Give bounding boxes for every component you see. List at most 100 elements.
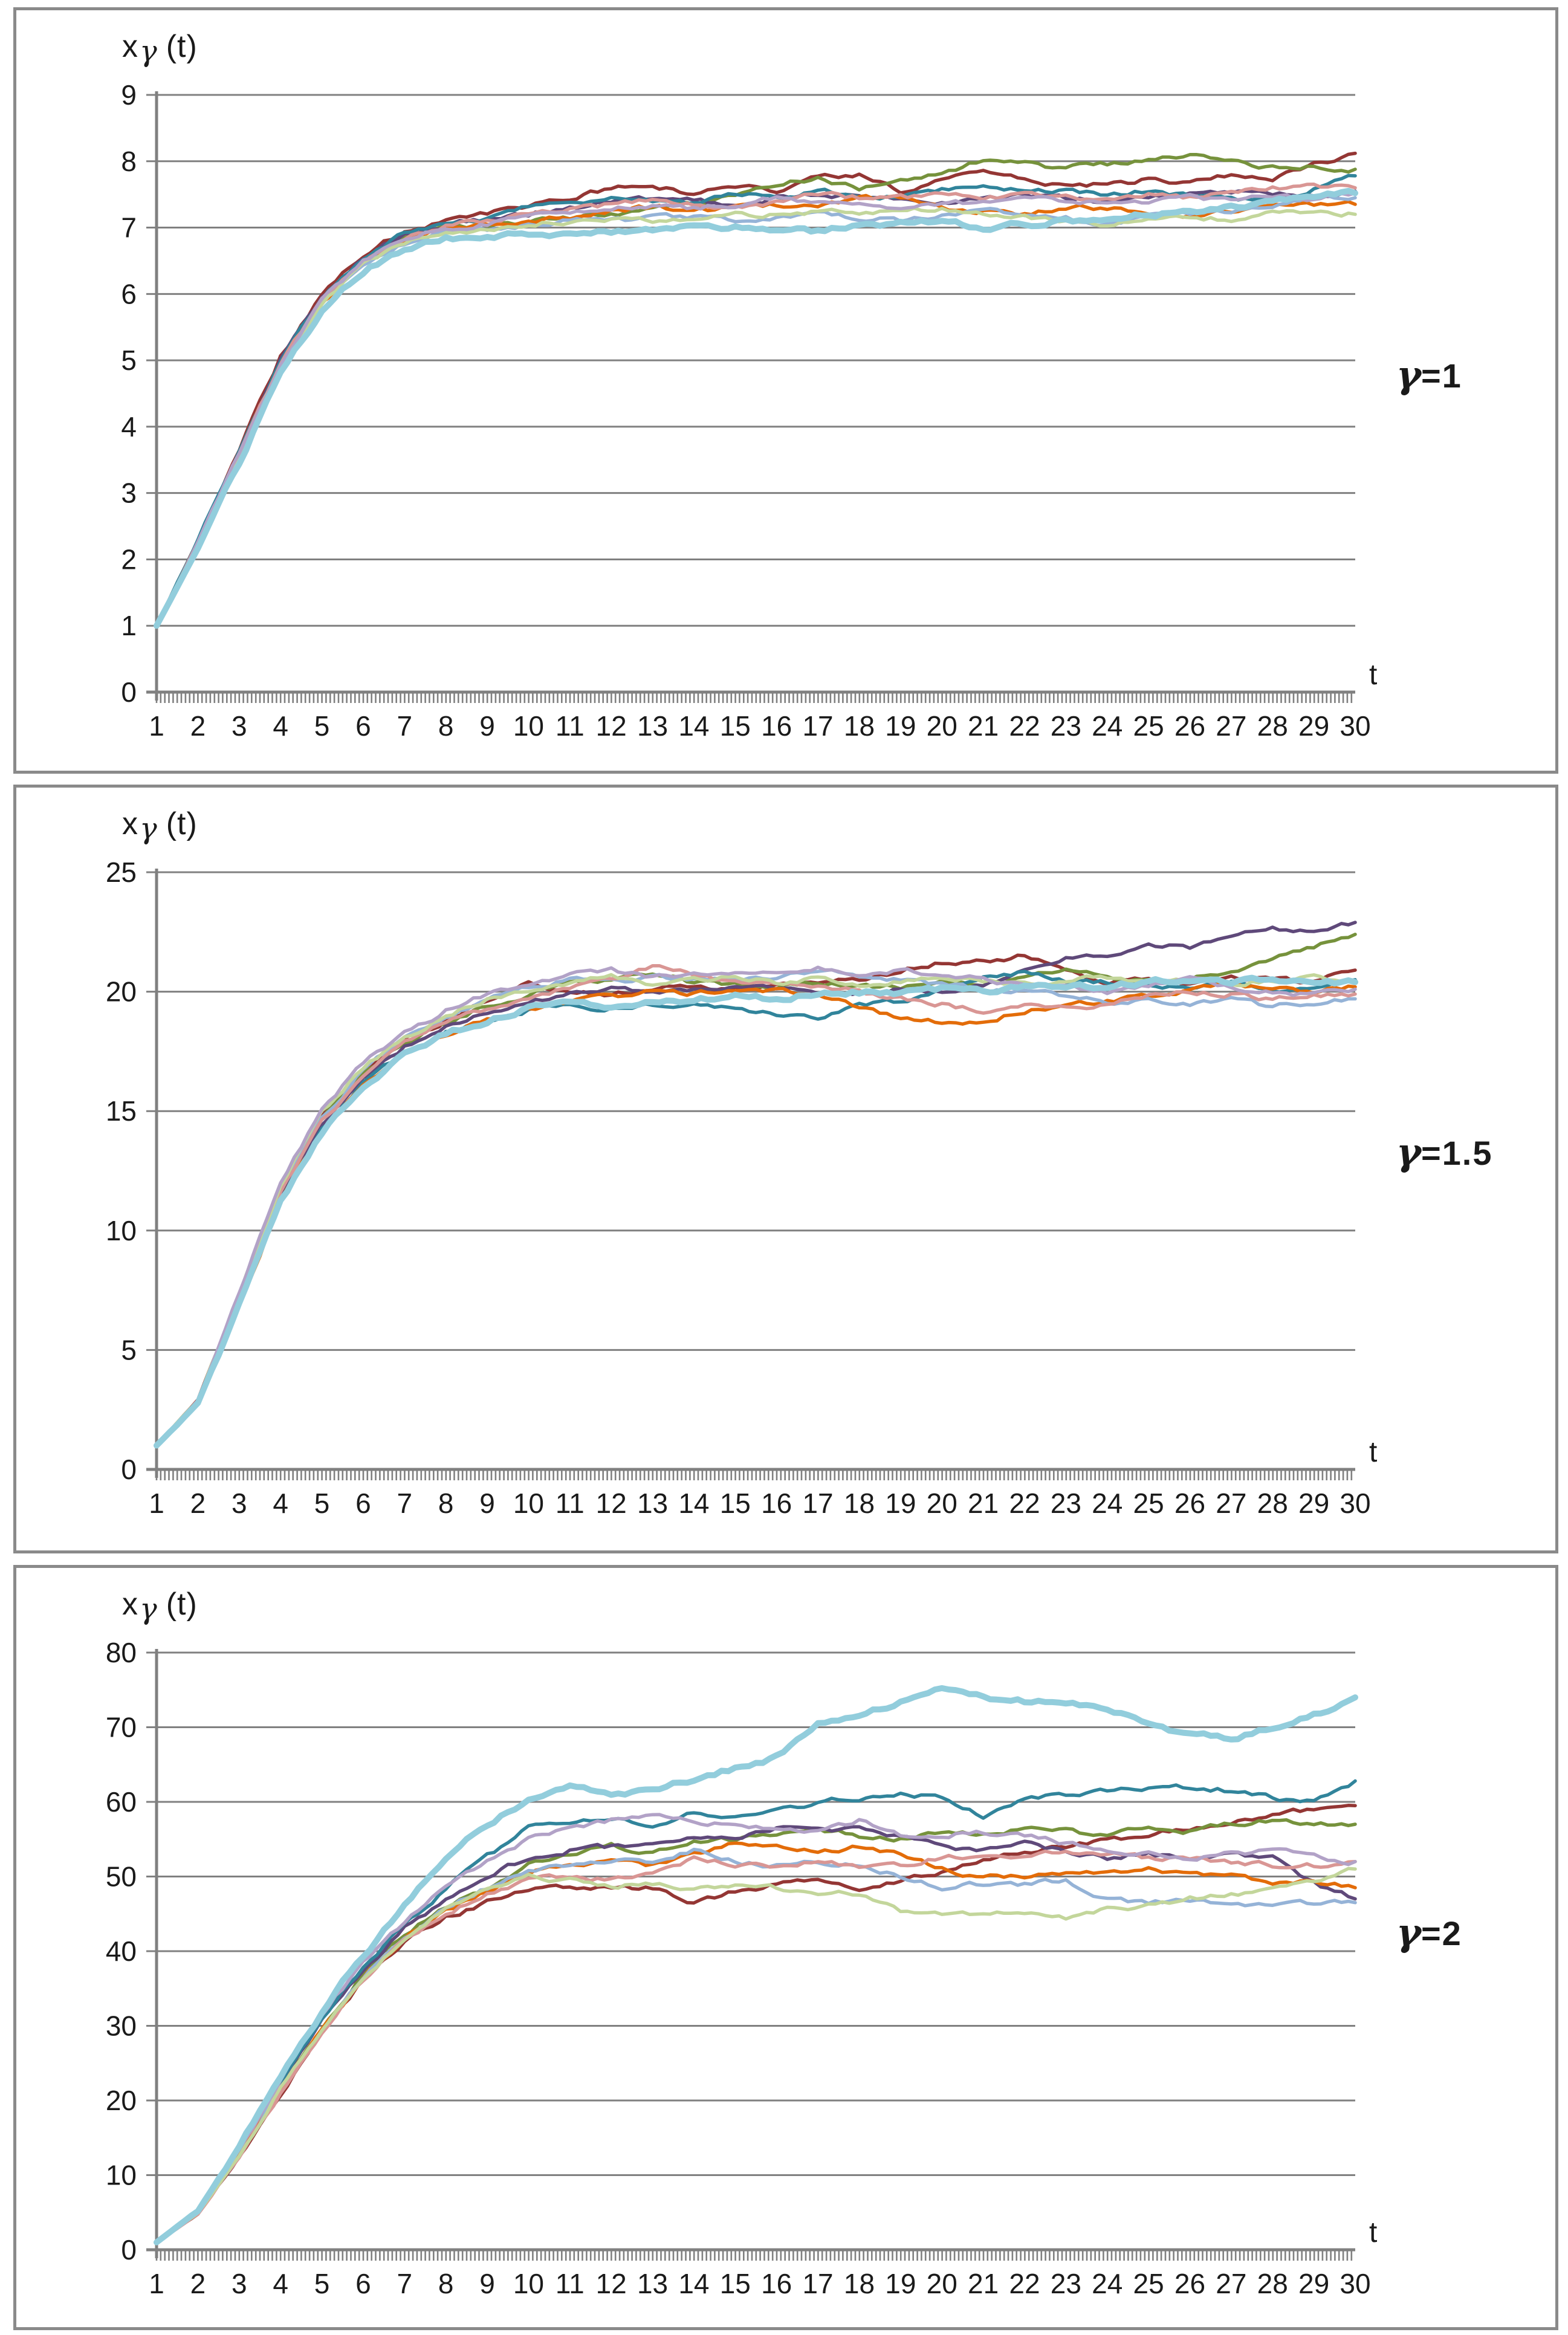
y-tick-label-25: 25 [106,857,137,888]
y-tick-label-10: 10 [106,1215,137,1246]
series-light-green [155,206,1357,627]
x-tick-label-27: 27 [1216,710,1246,742]
series-lavender [155,965,1357,1448]
y-axis-title-x: x [122,1587,138,1622]
x-tick-label-15: 15 [720,710,751,742]
x-tick-label-29: 29 [1298,710,1329,742]
gamma-symbol: γ [1396,352,1421,397]
x-tick-label-4: 4 [273,2268,288,2299]
series-lavender [155,1813,1357,2244]
series-light-blue-thick [154,187,1358,629]
x-tick-label-12: 12 [596,710,627,742]
x-tick-label-28: 28 [1257,710,1288,742]
y-tick-label-0: 0 [121,676,137,708]
x-tick-label-13: 13 [637,710,668,742]
y-tick-label-0: 0 [121,2234,137,2265]
series-light-green [155,1867,1357,2244]
x-tick-label-14: 14 [678,2268,709,2299]
x-tick-label-16: 16 [761,1488,792,1519]
x-tick-label-8: 8 [438,2268,454,2299]
x-tick-label-11: 11 [556,710,585,742]
x-tick-label-27: 27 [1216,1488,1246,1519]
x-tick-label-27: 27 [1216,2268,1246,2299]
x-tick-label-10: 10 [513,1488,544,1519]
x-axis-minor-ticks [155,693,1353,703]
series-light-blue-thick [154,974,1358,1449]
x-tick-label-6: 6 [355,2268,371,2299]
x-tick-label-6: 6 [355,710,371,742]
x-tick-label-30: 30 [1340,710,1370,742]
gamma-symbol: γ [1396,1130,1421,1174]
x-tick-label-21: 21 [968,2268,999,2299]
x-tick-label-8: 8 [438,710,454,742]
x-tick-label-20: 20 [927,1488,957,1519]
series-teal [155,173,1357,627]
x-tick-label-15: 15 [720,1488,751,1519]
x-tick-label-24: 24 [1092,1488,1123,1519]
y-axis-title: xγ (t) [122,806,198,846]
x-tick-label-11: 11 [556,1488,585,1519]
x-tick-label-8: 8 [438,1488,454,1519]
y-axis-title-arg: (t) [166,806,198,841]
x-tick-label-26: 26 [1174,710,1205,742]
y-tick-label-40: 40 [106,1935,137,1967]
y-tick-label-60: 60 [106,1786,137,1818]
panel-gamma-1: 0 1 2 3 4 5 6 7 8 9 1 2 3 4 5 6 7 8 9 10 11 12 13 14 15 16 17 18 19 2… [13,7,1558,774]
x-tick-label-4: 4 [273,1488,288,1519]
x-tick-label-2: 2 [190,1488,206,1519]
y-tick-label-80: 80 [106,1637,137,1668]
series-orange [155,980,1357,1448]
x-tick-label-5: 5 [314,1488,330,1519]
x-tick-label-9: 9 [479,710,495,742]
x-tick-label-18: 18 [844,710,875,742]
y-axis-title-arg: (t) [166,29,198,64]
y-tick-label-3: 3 [121,478,137,509]
x-tick-label-16: 16 [761,710,792,742]
y-tick-label-50: 50 [106,1861,137,1893]
series-olive-green [155,153,1357,627]
x-tick-label-21: 21 [968,1488,999,1519]
y-tick-label-1: 1 [121,610,137,641]
x-tick-label-25: 25 [1133,2268,1164,2299]
x-tick-label-17: 17 [802,2268,833,2299]
x-tick-label-26: 26 [1174,1488,1205,1519]
x-tick-label-29: 29 [1298,2268,1329,2299]
series-lavender [155,191,1357,627]
panel-gamma-2: 0 10 20 30 40 50 60 70 80 1 2 3 4 5 6 7 8 9 10 11 12 13 14 15 16… [13,1565,1558,2330]
gamma-value: =1.5 [1421,1134,1493,1172]
x-tick-label-1: 1 [149,710,164,742]
series-dark-purple [155,921,1357,1448]
x-tick-label-9: 9 [479,1488,495,1519]
gamma-annotation: γ=1 [1396,352,1462,397]
x-tick-label-25: 25 [1133,710,1164,742]
x-tick-label-24: 24 [1092,2268,1123,2299]
y-tick-label-0: 0 [121,1454,137,1485]
series-periwinkle-blue [155,193,1357,627]
x-axis-minor-ticks [155,1471,1353,1480]
x-tick-label-1: 1 [149,2268,164,2299]
x-tick-label-25: 25 [1133,1488,1164,1519]
x-tick-label-20: 20 [927,2268,957,2299]
x-tick-label-3: 3 [232,2268,247,2299]
y-tick-label-20: 20 [106,976,137,1008]
series-dark-red [155,953,1357,1448]
x-tick-label-18: 18 [844,2268,875,2299]
y-tick-label-70: 70 [106,1712,137,1743]
x-tick-label-30: 30 [1340,1488,1370,1519]
x-axis-label: t [1369,1436,1378,1468]
x-tick-label-12: 12 [596,1488,627,1519]
series-dark-purple [155,189,1357,627]
y-axis-title-x: x [122,806,138,841]
x-tick-label-30: 30 [1340,2268,1370,2299]
x-tick-label-19: 19 [885,710,916,742]
x-tick-label-13: 13 [637,1488,668,1519]
x-tick-label-13: 13 [637,2268,668,2299]
gamma-value: =1 [1421,357,1462,395]
y-tick-label-7: 7 [121,212,137,244]
x-tick-label-10: 10 [513,710,544,742]
y-tick-label-5: 5 [121,1334,137,1365]
x-tick-label-23: 23 [1051,2268,1081,2299]
